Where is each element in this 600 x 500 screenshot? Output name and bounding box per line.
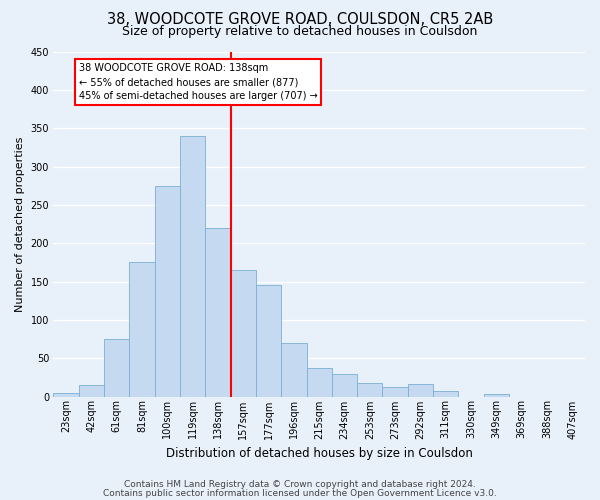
Bar (79, 385, 104, 396)
Text: 38 WOODCOTE GROVE ROAD: 138sqm
← 55% of detached houses are smaller (877)
45% of: 38 WOODCOTE GROVE ROAD: 138sqm ← 55% of … (79, 63, 317, 101)
Bar (53, 392, 79, 396)
Bar (104, 339, 129, 396)
Y-axis label: Number of detached properties: Number of detached properties (15, 136, 25, 312)
Text: Contains public sector information licensed under the Open Government Licence v3: Contains public sector information licen… (103, 488, 497, 498)
Text: 38, WOODCOTE GROVE ROAD, COULSDON, CR5 2AB: 38, WOODCOTE GROVE ROAD, COULSDON, CR5 2… (107, 12, 493, 28)
Bar (307, 368, 332, 396)
Bar (433, 391, 458, 396)
X-axis label: Distribution of detached houses by size in Coulsdon: Distribution of detached houses by size … (166, 447, 473, 460)
Text: Contains HM Land Registry data © Crown copyright and database right 2024.: Contains HM Land Registry data © Crown c… (124, 480, 476, 489)
Bar (256, 286, 281, 397)
Bar (357, 382, 382, 396)
Bar (281, 343, 307, 396)
Bar (332, 374, 357, 396)
Bar (484, 394, 509, 396)
Bar (155, 186, 180, 396)
Bar (408, 384, 433, 396)
Bar (205, 228, 230, 396)
Bar (230, 270, 256, 396)
Text: Size of property relative to detached houses in Coulsdon: Size of property relative to detached ho… (122, 25, 478, 38)
Bar (382, 388, 408, 396)
Bar (129, 262, 155, 396)
Bar (180, 136, 205, 396)
